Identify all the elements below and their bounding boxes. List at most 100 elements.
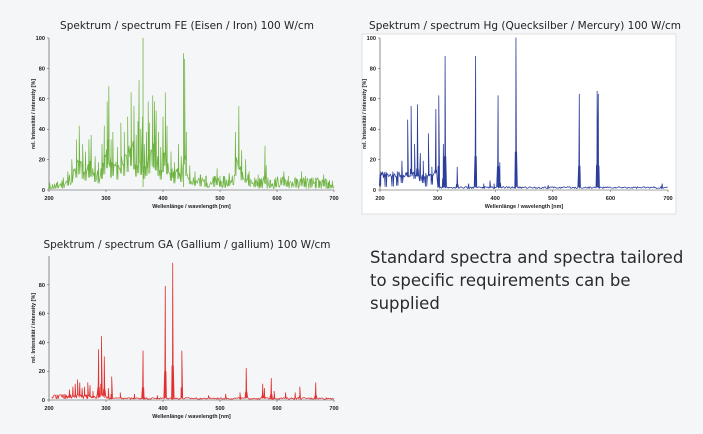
spectrum-peak [327, 182, 329, 183]
spectrum-peak [661, 183, 663, 185]
spectrum-peak [396, 171, 398, 173]
spectrum-peak [155, 110, 157, 112]
spectrum-peak [294, 392, 296, 394]
chart-title: Spektrum / spectrum FE (Eisen / Iron) 10… [60, 20, 314, 32]
spectrum-peak [158, 131, 159, 133]
spectrum-peak [323, 174, 325, 176]
spectrum-peak [285, 392, 286, 394]
spectrum-peak [137, 121, 139, 122]
spectrum-peak [428, 133, 429, 135]
spectrum-peak [299, 386, 301, 388]
spectrum-peak [101, 336, 102, 337]
spectrum-peak [468, 183, 470, 185]
spectrum-peak [578, 93, 580, 95]
spectrum-peak [228, 172, 230, 174]
spectrum-peak [497, 95, 499, 97]
spectrum-peak [83, 386, 85, 388]
spectrum-peak [547, 185, 549, 186]
spectrum-peak [180, 156, 182, 157]
spectrum-peak [78, 125, 80, 127]
y-tick-label: 0 [42, 188, 45, 194]
spectrum-peak [422, 160, 424, 162]
spectrum-peak [64, 393, 66, 395]
spectrum-peak [111, 376, 113, 378]
spectrum-peak [127, 116, 129, 118]
spectrum-peak [315, 177, 317, 179]
spectrum-peak [493, 183, 495, 185]
x-tick-label: 200 [44, 196, 53, 202]
spectrum-peak [315, 382, 317, 384]
spectrum-peak [140, 128, 142, 130]
spectrum-peak [241, 150, 243, 151]
spectrum-peak [160, 147, 162, 148]
spectrum-peak [74, 383, 76, 385]
spectrum-peak [264, 388, 265, 389]
x-tick-label: 600 [606, 196, 615, 202]
y-tick-label: 20 [370, 158, 376, 164]
spectrum-peak [264, 145, 266, 147]
spectrum-peak [260, 179, 261, 180]
spectrum-peak [146, 131, 147, 133]
spectrum-peak [81, 388, 83, 389]
spectrum-peak [98, 162, 99, 163]
spectrum-peak [257, 174, 259, 176]
x-tick-label: 500 [215, 406, 224, 412]
y-tick-label: 20 [39, 158, 45, 164]
spectrum-peak [310, 179, 312, 180]
spectrum-peak [596, 90, 598, 92]
spectrum-peak [186, 131, 187, 133]
spectrum-peak [205, 175, 207, 177]
spectrum-peak [112, 131, 114, 133]
x-tick-label: 400 [158, 406, 167, 412]
spectrum-peak [57, 396, 58, 398]
spectrum-peak [245, 367, 247, 369]
spectrum-peak [178, 144, 179, 145]
spectrum-peak [103, 356, 105, 358]
chart-title: Spektrum / spectrum GA (Gallium / galliu… [43, 239, 330, 251]
spectrum-peak [283, 171, 285, 173]
chart-title: Spektrum / spectrum Hg (Quecksilber / Me… [369, 20, 681, 32]
y-tick-label: 40 [39, 340, 45, 346]
spectrum-line [378, 37, 668, 189]
spectrum-peak [269, 180, 271, 182]
ga-spectrum-svg: Spektrum / spectrum GA (Gallium / galliu… [31, 239, 339, 420]
spectrum-peak [94, 156, 96, 157]
spectrum-peak [133, 106, 135, 107]
y-tick-label: 60 [39, 312, 45, 318]
spectrum-peak [499, 162, 501, 163]
spectrum-peak [135, 134, 137, 136]
x-tick-label: 200 [375, 196, 384, 202]
spectrum-peak [120, 122, 122, 124]
spectrum-peak [88, 139, 90, 141]
spectrum-peak [425, 174, 427, 176]
spectrum-peak [147, 101, 149, 103]
y-axis-label: rel. Intensität / intensity [%] [31, 293, 37, 363]
y-axis-label: rel. Intensität / intensity [%] [362, 79, 368, 149]
spectrum-peak [248, 171, 250, 173]
spectrum-peak [239, 392, 241, 394]
spectrum-peak [142, 350, 144, 352]
spectrum-peak [275, 177, 277, 179]
y-tick-label: 40 [39, 127, 45, 133]
spectrum-peak [181, 350, 183, 352]
x-axis-label: Wellenlänge / wavelength [nm] [152, 204, 231, 210]
spectrum-peak [438, 95, 440, 97]
spectrum-peak [273, 391, 275, 392]
spectrum-peak [189, 165, 191, 167]
y-tick-label: 80 [39, 66, 45, 72]
spectrum-peak [305, 175, 306, 177]
spectrum-peak [597, 93, 599, 95]
y-tick-label: 60 [39, 97, 45, 103]
spectrum-peak [265, 165, 267, 167]
y-tick-label: 60 [370, 97, 376, 103]
y-tick-label: 0 [373, 188, 376, 194]
x-tick-label: 300 [433, 196, 442, 202]
caption-text: Standard spectra and spectra tailored to… [370, 248, 684, 313]
spectrum-peak [98, 349, 99, 350]
spectrum-peak [385, 175, 387, 177]
x-axis-label: Wellenlänge / wavelength [nm] [152, 414, 231, 420]
x-tick-label: 600 [272, 196, 281, 202]
spectrum-peak [172, 262, 174, 264]
spectrum-peak [254, 177, 256, 179]
spectrum-peak [119, 392, 121, 394]
